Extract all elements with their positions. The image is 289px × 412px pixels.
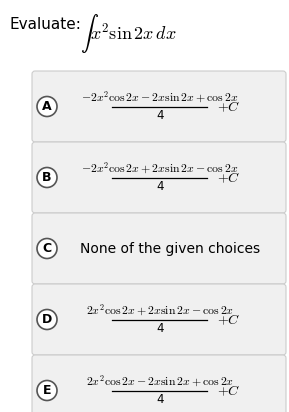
Circle shape bbox=[37, 168, 57, 187]
Text: $-2x^2\cos2x - 2x\sin2x + \cos2x$: $-2x^2\cos2x - 2x\sin2x + \cos2x$ bbox=[81, 90, 239, 105]
Text: $+ C$: $+ C$ bbox=[218, 170, 241, 185]
Text: $+ C$: $+ C$ bbox=[218, 383, 241, 398]
Text: Evaluate:: Evaluate: bbox=[10, 17, 82, 32]
Text: 4: 4 bbox=[156, 322, 164, 335]
Circle shape bbox=[37, 381, 57, 400]
FancyBboxPatch shape bbox=[32, 355, 286, 412]
Text: 4: 4 bbox=[156, 180, 164, 193]
Text: None of the given choices: None of the given choices bbox=[80, 241, 260, 255]
Text: B: B bbox=[42, 171, 52, 184]
Text: $-2x^2\cos2x + 2x\sin2x - \cos2x$: $-2x^2\cos2x + 2x\sin2x - \cos2x$ bbox=[81, 161, 239, 176]
FancyBboxPatch shape bbox=[32, 213, 286, 284]
FancyBboxPatch shape bbox=[32, 142, 286, 213]
Text: $\int x^2\sin2x\, dx$: $\int x^2\sin2x\, dx$ bbox=[80, 12, 177, 55]
Circle shape bbox=[37, 239, 57, 258]
Text: $2x^2\cos2x + 2x\sin2x - \cos2x$: $2x^2\cos2x + 2x\sin2x - \cos2x$ bbox=[86, 303, 234, 318]
Text: E: E bbox=[43, 384, 51, 397]
Text: 4: 4 bbox=[156, 393, 164, 406]
Text: 4: 4 bbox=[156, 109, 164, 122]
Text: $+ C$: $+ C$ bbox=[218, 312, 241, 327]
Text: C: C bbox=[42, 242, 51, 255]
FancyBboxPatch shape bbox=[32, 284, 286, 355]
Text: A: A bbox=[42, 100, 52, 113]
Text: D: D bbox=[42, 313, 52, 326]
Text: $2x^2\cos2x - 2x\sin2x + \cos2x$: $2x^2\cos2x - 2x\sin2x + \cos2x$ bbox=[86, 374, 234, 389]
Circle shape bbox=[37, 309, 57, 330]
Text: $+ C$: $+ C$ bbox=[218, 99, 241, 114]
Circle shape bbox=[37, 96, 57, 117]
FancyBboxPatch shape bbox=[32, 71, 286, 142]
